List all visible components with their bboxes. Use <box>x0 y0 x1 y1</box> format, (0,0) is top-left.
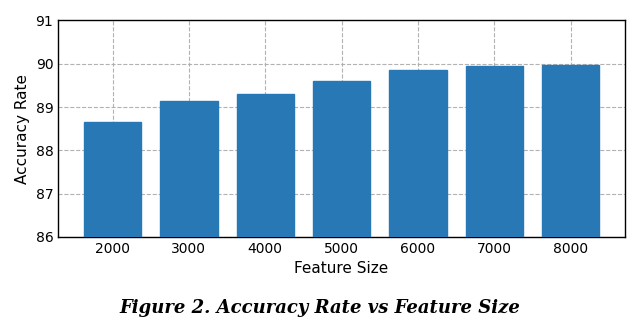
Bar <box>313 81 370 320</box>
Y-axis label: Accuracy Rate: Accuracy Rate <box>15 74 30 184</box>
Bar <box>237 94 294 320</box>
Bar <box>466 66 523 320</box>
Bar <box>160 100 218 320</box>
Bar <box>84 122 141 320</box>
Text: Figure 2. Accuracy Rate vs Feature Size: Figure 2. Accuracy Rate vs Feature Size <box>120 299 520 317</box>
Bar <box>542 65 599 320</box>
X-axis label: Feature Size: Feature Size <box>294 261 388 276</box>
Bar <box>389 70 447 320</box>
